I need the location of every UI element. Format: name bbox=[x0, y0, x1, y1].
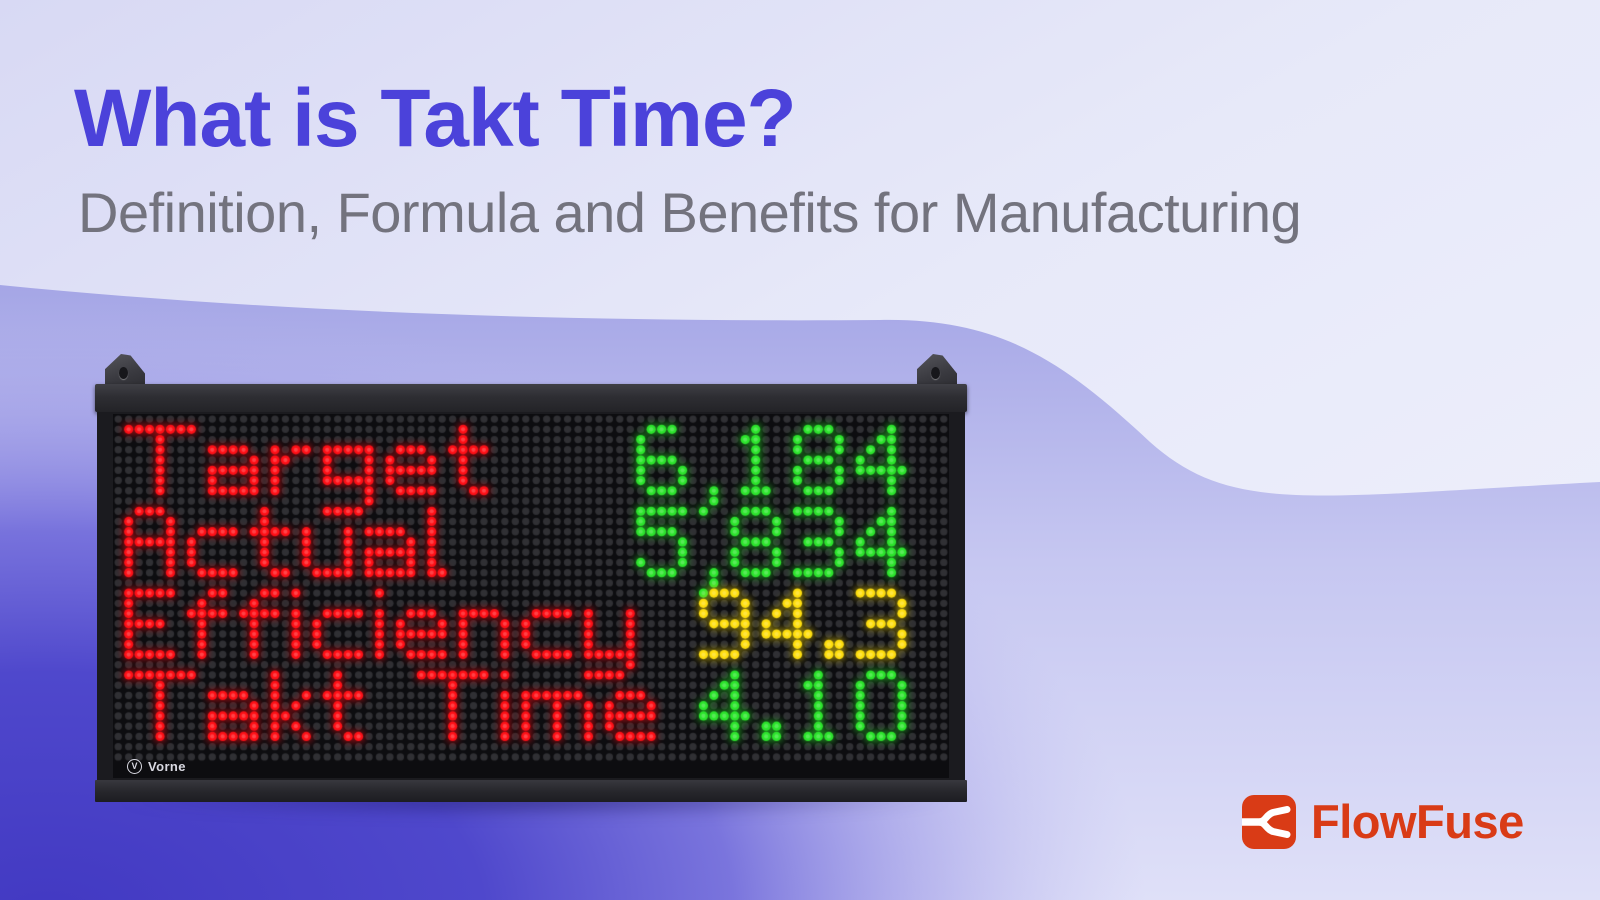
page-title: What is Takt Time? bbox=[74, 73, 797, 164]
board-frame-body: V Vorne bbox=[97, 412, 965, 780]
v-circle-icon: V bbox=[127, 759, 142, 774]
flowfuse-logo: FlowFuse bbox=[1242, 794, 1524, 849]
board-frame-top bbox=[95, 384, 967, 412]
flowfuse-brand-text: FlowFuse bbox=[1311, 795, 1524, 848]
vorne-brand-text: Vorne bbox=[148, 759, 186, 774]
page-subtitle: Definition, Formula and Benefits for Man… bbox=[78, 181, 1302, 244]
led-panel: V Vorne bbox=[113, 414, 949, 778]
led-scoreboard: V Vorne bbox=[95, 352, 967, 802]
vorne-logo: V Vorne bbox=[127, 759, 186, 774]
led-matrix bbox=[113, 414, 949, 762]
fork-left-icon bbox=[1242, 794, 1296, 849]
board-frame-bottom bbox=[95, 780, 967, 802]
